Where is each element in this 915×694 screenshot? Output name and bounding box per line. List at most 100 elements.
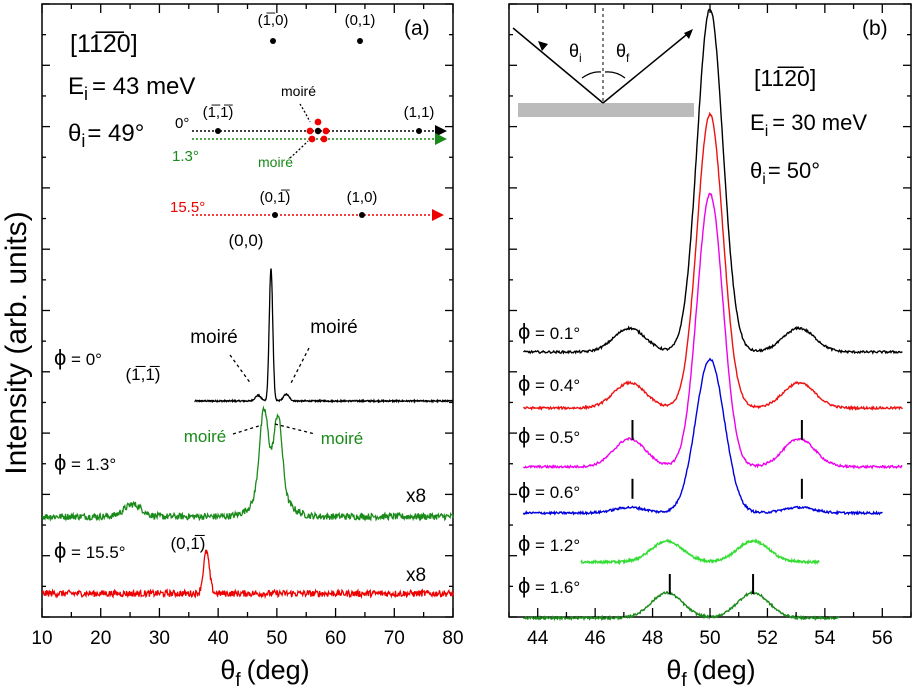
moire-pointer: [289, 140, 309, 159]
series-line: [41, 405, 454, 522]
panel-b-frame: [508, 3, 912, 618]
x-tick-label: 70: [384, 628, 405, 649]
x-tick-label: 52: [757, 628, 778, 649]
series-line: [522, 192, 903, 470]
moire-pointer: [299, 103, 311, 123]
peak-label: moiré: [310, 317, 358, 338]
inset-point: [416, 128, 422, 134]
series-label: ϕ = 0.6°: [518, 478, 580, 503]
inset-top-point: [357, 38, 363, 44]
moire-pointer: [229, 354, 252, 385]
panel-b-x-label: θf (deg): [666, 655, 755, 691]
panel-b-theta-i: θi= 50°: [750, 158, 820, 188]
arrowhead-icon: [435, 125, 447, 137]
inset-point-label: (1,1): [404, 104, 435, 121]
panel-a-direction: [11̅2̅0]: [70, 30, 138, 58]
inset-top-point-label: (0,1): [345, 12, 376, 29]
x-tick-label: 46: [585, 628, 606, 649]
panel-a: (a) [11̅2̅0] Ei = 43 meV θi= 49° (1̅,0) (…: [31, 3, 464, 691]
series-line: [41, 549, 454, 600]
inset-moire-label: moiré: [281, 83, 316, 99]
theta-f-arc: [604, 71, 626, 79]
arrowhead-icon: [432, 209, 444, 221]
inset-point: [272, 212, 278, 218]
peak-label: (1̅,1̅): [126, 365, 161, 384]
panel-b-label: (b): [862, 17, 888, 40]
moire-pointer: [289, 347, 310, 386]
incident-beam: [512, 27, 604, 104]
theta-i-arc: [581, 71, 602, 79]
series-line: [580, 538, 820, 566]
arrowhead-icon: [435, 133, 447, 145]
peak-label: moiré: [184, 427, 227, 446]
x-tick-label: 60: [325, 628, 346, 649]
moire-point: [314, 127, 322, 135]
theta-i-label: θi: [569, 41, 582, 65]
peak-label: moiré: [190, 327, 238, 348]
series-label: ϕ = 0.1°: [518, 319, 580, 344]
inset-moire-label: moiré: [258, 154, 293, 170]
x-tick-label: 40: [208, 628, 229, 649]
x-tick-label: 50: [266, 628, 287, 649]
x-tick-label: 56: [872, 628, 893, 649]
series-label: ϕ = 0.4°: [518, 371, 580, 396]
panel-b-markers: [631, 420, 803, 594]
panel-a-series: [41, 268, 454, 600]
y-axis-label: Intensity (arb. units): [0, 211, 33, 474]
peak-label: (0,1̅): [171, 534, 206, 553]
series-label: ϕ = 0.5°: [518, 423, 580, 448]
arrowhead-icon: [538, 41, 548, 51]
series-label: ϕ = 0°: [54, 345, 102, 370]
x-tick-label: 44: [527, 628, 549, 649]
x-tick-label: 30: [149, 628, 170, 649]
series-line: [194, 268, 454, 404]
reciprocal-space-inset: (1̅,0) (0,1) 0° (1̅,1̅) (1,1) 1.3° moiré: [170, 12, 447, 221]
inset-point: [215, 128, 221, 134]
inset-top-point-label: (1̅,0): [258, 12, 289, 29]
moire-point: [306, 127, 314, 135]
inset-point-label: (1̅,1̅): [203, 104, 234, 121]
sample-surface: [518, 103, 694, 117]
panel-a-theta-i: θi= 49°: [68, 120, 144, 151]
series-line: [522, 8, 903, 355]
inset-row-angle: 0°: [175, 115, 189, 132]
inset-top-point: [270, 38, 276, 44]
x-tick-label: 10: [31, 628, 52, 649]
panel-b-energy: Ei = 30 meV: [750, 110, 867, 140]
series-line: [522, 111, 903, 411]
moire-point: [308, 135, 316, 143]
panel-b-axis-ticks: 44 46 48 50 52 54 56: [508, 3, 912, 649]
inset-point-label: (1,0): [347, 189, 378, 206]
panel-a-axis-ticks: 10 20 30 40 50 60 70 80: [31, 3, 464, 649]
x-tick-label: 54: [814, 628, 836, 649]
series-label: ϕ = 1.6°: [518, 573, 580, 598]
arrowhead-icon: [684, 29, 693, 39]
x-tick-label: 80: [442, 628, 463, 649]
scale-label: x8: [406, 486, 426, 507]
series-line: [522, 589, 840, 622]
x-tick-label: 48: [642, 628, 663, 649]
series-line: [522, 357, 883, 516]
x-tick-label: 20: [90, 628, 111, 649]
inset-point-label: (0,1̅): [260, 189, 291, 206]
peak-label: moiré: [321, 429, 364, 448]
theta-f-label: θf: [616, 41, 630, 65]
moire-point: [322, 127, 330, 135]
panel-a-energy: Ei = 43 meV: [68, 73, 195, 104]
moire-pointer: [232, 424, 263, 435]
series-label: ϕ = 1.3°: [54, 450, 116, 475]
panel-b-direction: [11̅2̅0]: [754, 65, 816, 91]
series-label: ϕ = 1.2°: [518, 531, 580, 556]
scale-label: x8: [406, 565, 426, 586]
moire-point: [320, 135, 328, 143]
panel-a-x-label: θf (deg): [220, 655, 309, 691]
inset-row-angle: 15.5°: [170, 199, 205, 216]
scattering-geometry: θi θf: [512, 8, 694, 117]
series-label: ϕ = 15.5°: [54, 538, 126, 563]
peak-label: (0,0): [229, 231, 264, 250]
moire-point: [314, 118, 322, 126]
panel-b: (b) θi θf [11̅2̅0] Ei = 30 meV θi= 50° 44…: [508, 3, 912, 691]
panel-b-series: [522, 8, 903, 622]
reflected-beam: [602, 30, 692, 104]
